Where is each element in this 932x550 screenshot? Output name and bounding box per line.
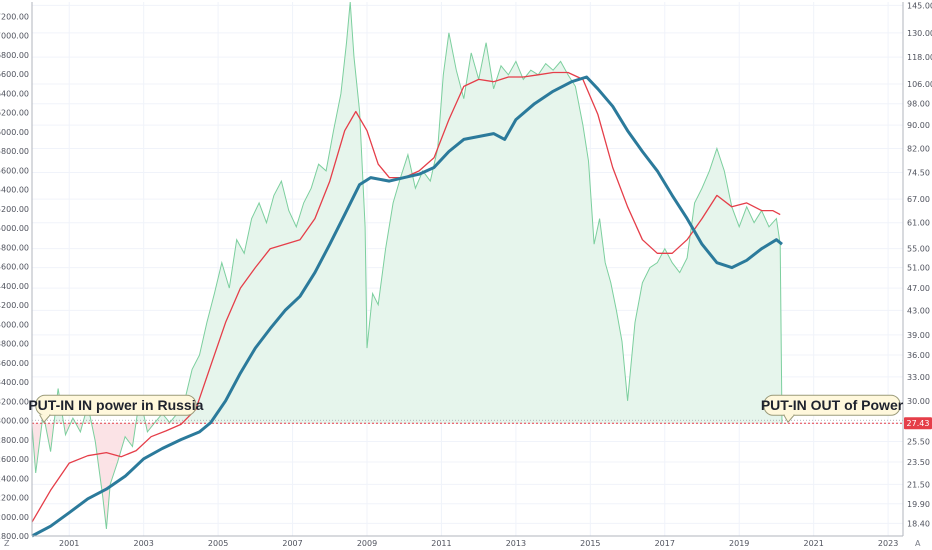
left-tick-label: 22600.00 xyxy=(0,455,29,464)
right-tick-label: 19.90 xyxy=(907,500,930,509)
left-tick-label: 24200.00 xyxy=(0,301,29,310)
right-tick-label: 61.00 xyxy=(907,219,930,228)
callout-putin-in: PUT-IN IN power in Russia xyxy=(28,394,204,424)
left-tick-label: 25600.00 xyxy=(0,166,29,175)
left-tick-label: 26400.00 xyxy=(0,89,29,98)
time-tick-label: 2011 xyxy=(431,539,451,548)
right-tick-label: 18.40 xyxy=(907,519,930,528)
slow-moving-average-line[interactable] xyxy=(31,75,783,538)
callout-box xyxy=(763,394,901,416)
time-tick-label: 2019 xyxy=(729,539,749,548)
left-corner-label: Z xyxy=(4,539,10,548)
left-tick-label: 22200.00 xyxy=(0,494,29,503)
callout-putin-out: PUT-IN OUT of Power xyxy=(761,394,904,424)
right-tick-label: 145.00 xyxy=(907,1,932,10)
right-price-axis[interactable]: 18.40 19.90 21.50 23.50 25.50 30.00 33.00 36.00… xyxy=(902,1,932,536)
left-tick-label: 24600.00 xyxy=(0,263,29,272)
last-value-label: 27.43 xyxy=(907,419,930,428)
left-tick-label: 26600.00 xyxy=(0,70,29,79)
right-corner-label: A xyxy=(915,539,921,548)
left-tick-label: 23200.00 xyxy=(0,397,29,406)
left-tick-label: 23400.00 xyxy=(0,378,29,387)
left-tick-label: 25800.00 xyxy=(0,147,29,156)
time-tick-label: 2005 xyxy=(208,539,228,548)
fast-moving-average-line[interactable] xyxy=(31,71,781,523)
time-tick-label: 2013 xyxy=(506,539,526,548)
left-tick-label: 22000.00 xyxy=(0,513,29,522)
right-tick-label: 21.50 xyxy=(907,480,930,489)
left-tick-label: 26000.00 xyxy=(0,128,29,137)
callout-text: PUT-IN IN power in Russia xyxy=(28,397,203,413)
left-tick-label: 27000.00 xyxy=(0,32,29,41)
time-tick-label: 2007 xyxy=(282,539,302,548)
time-tick-label: 2017 xyxy=(655,539,675,548)
left-tick-label: 24800.00 xyxy=(0,243,29,252)
left-tick-label: 25400.00 xyxy=(0,186,29,195)
left-tick-label: 26800.00 xyxy=(0,51,29,60)
left-tick-label: 25200.00 xyxy=(0,205,29,214)
right-tick-label: 67.00 xyxy=(907,195,930,204)
left-tick-label: 25000.00 xyxy=(0,224,29,233)
left-price-axis[interactable]: 21800.00 22000.00 22200.00 22400.00 22600.00… xyxy=(0,2,33,541)
right-tick-label: 90.00 xyxy=(907,121,930,130)
right-tick-label: 130.00 xyxy=(907,29,932,38)
right-tick-label: 30.00 xyxy=(907,397,930,406)
plot-area[interactable] xyxy=(31,1,903,538)
right-tick-label: 33.00 xyxy=(907,373,930,382)
callout-pointer xyxy=(39,414,51,424)
right-tick-label: 51.00 xyxy=(907,264,930,273)
left-tick-label: 24400.00 xyxy=(0,282,29,291)
right-tick-label: 25.50 xyxy=(907,438,930,447)
right-tick-label: 47.00 xyxy=(907,284,930,293)
right-tick-label: 82.00 xyxy=(907,144,930,153)
left-tick-label: 23000.00 xyxy=(0,417,29,426)
callout-text: PUT-IN OUT of Power xyxy=(761,397,904,413)
time-axis[interactable]: 2001 2003 2005 2007 2009 2011 2013 2015 2017 2019… xyxy=(32,535,903,548)
left-tick-label: 24000.00 xyxy=(0,320,29,329)
right-tick-label: 118.00 xyxy=(907,53,932,62)
last-value-badge xyxy=(904,417,932,430)
left-tick-label: 22400.00 xyxy=(0,474,29,483)
left-tick-label: 23800.00 xyxy=(0,340,29,349)
time-tick-label: 2023 xyxy=(878,539,898,548)
right-tick-label: 55.00 xyxy=(907,245,930,254)
callout-box xyxy=(35,394,197,416)
time-tick-label: 2021 xyxy=(803,539,823,548)
left-tick-label: 21800.00 xyxy=(0,532,29,541)
time-tick-label: 2015 xyxy=(580,539,600,548)
right-tick-label: 39.00 xyxy=(907,331,930,340)
time-tick-label: 2009 xyxy=(357,539,377,548)
right-tick-label: 98.00 xyxy=(907,100,930,109)
right-tick-label: 74.50 xyxy=(907,169,930,178)
left-tick-label: 27200.00 xyxy=(0,12,29,21)
area-fill-above xyxy=(32,2,782,424)
left-tick-label: 26200.00 xyxy=(0,109,29,118)
right-tick-label: 43.00 xyxy=(907,306,930,315)
left-tick-label: 23600.00 xyxy=(0,359,29,368)
right-tick-label: 23.50 xyxy=(907,458,930,467)
callout-pointer xyxy=(783,414,796,424)
price-series-line[interactable] xyxy=(31,1,783,529)
time-tick-label: 2003 xyxy=(133,539,153,548)
right-tick-label: 36.00 xyxy=(907,351,930,360)
left-tick-label: 22800.00 xyxy=(0,436,29,445)
annotations: PUT-IN IN power in Russia PUT-IN OUT of P… xyxy=(28,394,904,424)
time-tick-label: 2001 xyxy=(59,539,79,548)
right-tick-label: 106.00 xyxy=(907,80,932,89)
